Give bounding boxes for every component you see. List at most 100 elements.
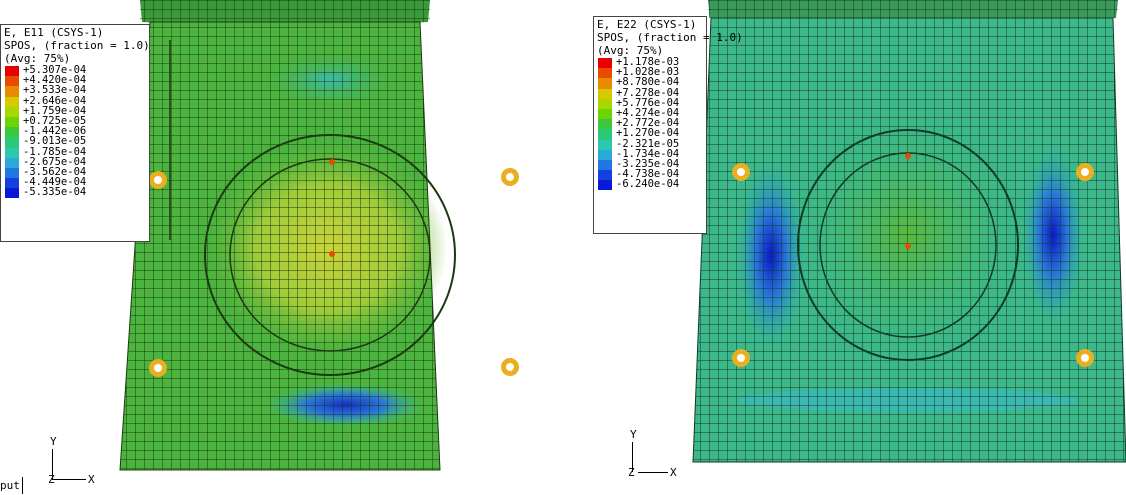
legend-row: +3.533e-04 [5, 84, 149, 97]
left-legend: E, E11 (CSYS-1) SPOS, (fraction = 1.0) (… [0, 24, 150, 242]
legend-value: +1.028e-03 [616, 66, 680, 79]
right-legend-scale: +1.178e-03 +1.028e-03 +8.780e-04 +7.278e-04… [598, 56, 706, 191]
legend-color-swatch [5, 96, 19, 107]
legend-row: +5.776e-04 [598, 96, 706, 109]
left-bolt-holes [149, 168, 519, 377]
legend-value: +2.646e-04 [23, 94, 87, 107]
right-bolt-holes [732, 163, 1094, 367]
legend-color-swatch [5, 76, 19, 87]
legend-value: +4.420e-04 [23, 74, 87, 87]
cut-off-label: put [0, 477, 23, 494]
legend-value: +8.780e-04 [616, 76, 680, 89]
left-triad-y-label: Y [50, 435, 57, 448]
legend-row: -2.675e-04 [5, 155, 149, 168]
legend-value: +0.725e-05 [23, 114, 87, 127]
legend-value: +3.533e-04 [23, 84, 87, 97]
legend-row: +1.178e-03 [598, 56, 706, 69]
legend-row: -3.562e-04 [5, 165, 149, 179]
legend-color-swatch [5, 86, 19, 97]
legend-value: +5.776e-04 [616, 96, 680, 109]
right-legend-subtitle: SPOS, (fraction = 1.0) [597, 31, 743, 44]
legend-row: -6.240e-04 [598, 179, 706, 191]
legend-color-swatch [598, 159, 612, 171]
legend-row: +5.307e-04 [5, 64, 149, 77]
right-triad-z-label: Z [628, 466, 635, 479]
right-triad-y-axis [632, 442, 633, 472]
right-fem-mesh[interactable] [583, 0, 1126, 495]
legend-row: -5.335e-04 [5, 186, 149, 199]
legend-value: +7.278e-04 [616, 86, 680, 99]
left-triad-z-label: Z [48, 473, 55, 486]
legend-color-swatch [5, 178, 19, 189]
legend-row: +0.725e-05 [5, 114, 149, 128]
legend-row: +1.028e-03 [598, 66, 706, 79]
legend-row: +1.759e-04 [5, 104, 149, 117]
legend-value: +4.274e-04 [616, 106, 680, 119]
legend-color-swatch [5, 66, 19, 77]
legend-color-swatch [598, 108, 612, 120]
legend-color-swatch [5, 137, 19, 148]
legend-color-swatch [598, 139, 612, 150]
legend-row: +8.780e-04 [598, 76, 706, 89]
left-legend-title: E, E11 (CSYS-1) [4, 26, 104, 39]
right-triad-x-axis [638, 472, 668, 473]
legend-color-swatch [598, 170, 612, 181]
legend-color-swatch [5, 127, 19, 138]
legend-value: +1.759e-04 [23, 104, 87, 117]
legend-color-swatch [5, 106, 19, 117]
left-viewport[interactable]: E, E11 (CSYS-1) SPOS, (fraction = 1.0) (… [0, 0, 560, 495]
legend-color-swatch [5, 188, 19, 199]
legend-value: -2.675e-04 [23, 155, 87, 168]
left-legend-subtitle: SPOS, (fraction = 1.0) [4, 39, 150, 52]
legend-value: -1.785e-04 [23, 145, 87, 158]
right-viewport[interactable]: E, E22 (CSYS-1) SPOS, (fraction = 1.0) (… [583, 0, 1126, 495]
right-axis-triad: Y Z X [628, 428, 698, 483]
legend-color-swatch [5, 116, 19, 128]
left-fem-mesh[interactable] [0, 0, 560, 495]
legend-value: -3.235e-04 [616, 157, 680, 170]
right-triad-y-label: Y [630, 428, 637, 441]
legend-color-swatch [598, 180, 612, 191]
legend-row: +2.772e-04 [598, 117, 706, 130]
left-triad-x-axis [52, 479, 86, 480]
legend-row: +2.646e-04 [5, 94, 149, 107]
legend-value: -2.321e-05 [616, 137, 680, 150]
legend-color-swatch [598, 98, 612, 109]
right-legend-avg: (Avg: 75%) [597, 44, 664, 57]
legend-color-swatch [598, 58, 612, 69]
legend-row: -9.013e-05 [5, 135, 149, 148]
legend-color-swatch [598, 88, 612, 99]
legend-row: -2.321e-05 [598, 137, 706, 150]
legend-row: +4.274e-04 [598, 106, 706, 120]
legend-color-swatch [5, 157, 19, 168]
legend-value: +2.772e-04 [616, 117, 680, 130]
legend-color-swatch [598, 149, 612, 160]
left-triad-y-axis [52, 449, 53, 479]
legend-row: -1.442e-06 [5, 125, 149, 138]
legend-value: -9.013e-05 [23, 135, 87, 148]
legend-row: +4.420e-04 [5, 74, 149, 87]
legend-row: -1.734e-04 [598, 147, 706, 160]
legend-value: -4.449e-04 [23, 176, 87, 189]
legend-color-swatch [598, 68, 612, 79]
legend-value: -1.442e-06 [23, 125, 87, 138]
left-legend-avg: (Avg: 75%) [4, 52, 71, 65]
legend-row: -4.449e-04 [5, 176, 149, 189]
legend-value: -1.734e-04 [616, 147, 680, 160]
legend-row: -3.235e-04 [598, 157, 706, 171]
legend-row: +1.270e-04 [598, 128, 706, 140]
legend-color-swatch [598, 119, 612, 130]
legend-value: -5.335e-04 [23, 186, 87, 199]
right-legend-title: E, E22 (CSYS-1) [597, 18, 697, 31]
left-legend-scale: +5.307e-04 +4.420e-04 +3.533e-04 +2.646e-04… [5, 64, 149, 199]
legend-row: -4.738e-04 [598, 169, 706, 181]
legend-row: -1.785e-04 [5, 145, 149, 158]
right-triad-x-label: X [670, 466, 677, 479]
legend-color-swatch [5, 147, 19, 158]
left-axis-triad: Y Z X [40, 435, 110, 490]
legend-color-swatch [5, 167, 19, 179]
legend-value: -3.562e-04 [23, 165, 87, 178]
legend-value: +1.178e-03 [616, 56, 680, 68]
legend-color-swatch [598, 129, 612, 140]
legend-value: +5.307e-04 [23, 64, 87, 76]
